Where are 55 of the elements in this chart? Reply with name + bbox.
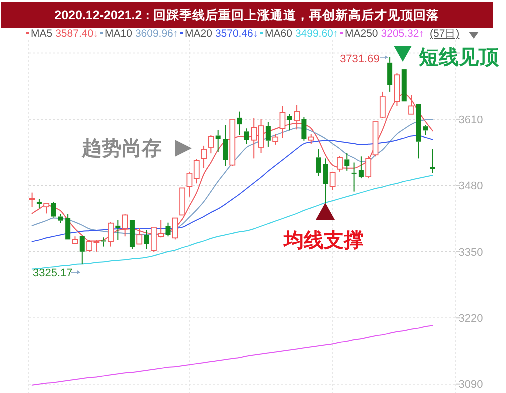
annotation: 3325.17 [33,267,73,280]
candlestick [122,214,128,238]
chart-title: 2020.12-2021.2 : 回踩季线后重回上涨通道，再创新高后才见顶回落 [54,7,440,22]
candlestick [244,128,250,145]
candlestick [287,114,292,132]
text: 3587.40↓ [56,28,99,40]
line-series [32,174,434,270]
candlestick [266,122,271,148]
y-tick-label: 3220 [458,312,484,325]
candlestick [222,124,228,167]
line-series [32,325,434,386]
y-tick-label: 3610 [458,114,484,126]
legend-label: MA20 [185,28,213,40]
candlestick [237,111,242,136]
text: 3499.60↑ [295,28,339,40]
candlestick [402,70,407,102]
candlestick [344,152,350,172]
candlestick [352,162,357,192]
candlestick [44,203,50,214]
legend-label: MA5 [31,28,53,40]
candlestick [101,237,106,248]
y-tick-label: 3480 [458,180,484,193]
candlestick [280,106,286,139]
candlestick [430,149,436,174]
text: 3609.96↑ [135,28,179,40]
y-tick-label: 3350 [458,246,484,259]
legend-label: MA250 [345,28,378,40]
y-tick-label: 3090 [458,379,484,392]
annotation: 均线支撑 [283,230,364,252]
text: 3205.32↑ [381,28,424,40]
candlestick [36,198,42,210]
text: (57日) [430,28,460,40]
text: 3570.46↓ [215,28,259,40]
candlestick [302,116,307,142]
annotation: 趋势尚存 [81,138,162,160]
candlestick [180,188,186,216]
candlestick [66,214,71,240]
candlestick [51,201,56,218]
candlestick [323,158,328,204]
annotation: 短线见顶 [418,47,500,69]
candlestick [166,222,171,238]
candlestick [144,230,150,250]
candlestick [116,220,121,241]
candlestick [423,124,428,136]
annotation: 3731.69 [340,53,380,66]
legend-label: MA10 [105,28,133,40]
candlestick [358,156,364,180]
legend-label: MA60 [265,28,293,40]
candlestick [294,104,300,130]
candlestick [130,220,135,250]
candlestick [316,149,322,177]
candlestick [58,214,64,224]
candlestick [80,236,85,266]
candlestick [416,104,422,160]
candlestick [216,130,221,153]
